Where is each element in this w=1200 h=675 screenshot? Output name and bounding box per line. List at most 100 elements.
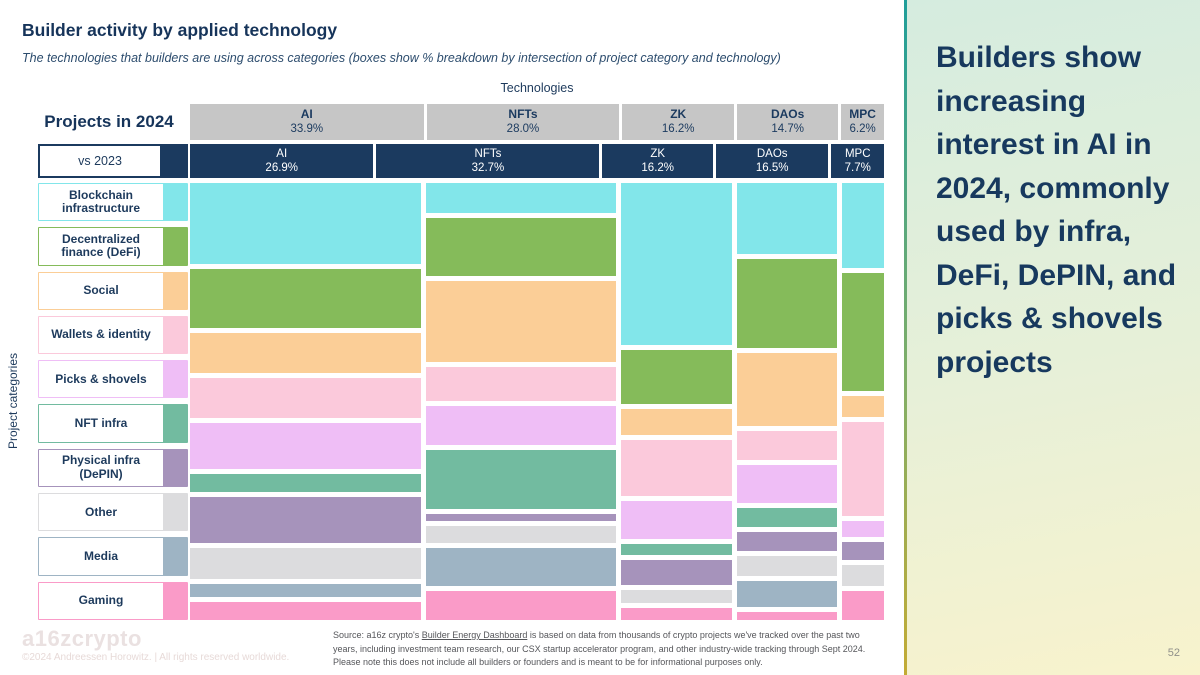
takeaway-panel: Builders show increasing interest in AI … bbox=[904, 0, 1200, 675]
category-label-wallets-identity: Wallets & identity bbox=[38, 315, 188, 355]
category-label-text: Picks & shovels bbox=[55, 371, 147, 386]
cell-zk-picks-shovels bbox=[621, 500, 732, 540]
technologies-axis-label: Technologies bbox=[500, 81, 574, 95]
copyright-text: ©2024 Andreessen Horowitz. | All rights … bbox=[22, 652, 290, 663]
cell-ai-blockchain-infrastructure bbox=[190, 183, 421, 264]
tech-2024-nfts: NFTs 28.0% bbox=[426, 104, 620, 140]
cell-nfts-physical-infra-depin bbox=[425, 513, 617, 522]
page-number: 52 bbox=[1167, 647, 1180, 659]
category-label-text: Decentralized finance (DeFi) bbox=[61, 232, 141, 260]
tech-2024-ai: AI 33.9% bbox=[190, 104, 424, 140]
mosaic-column-daos bbox=[736, 183, 837, 620]
category-color-swatch bbox=[163, 272, 187, 309]
category-color-swatch bbox=[163, 184, 187, 221]
builder-energy-dashboard-link[interactable]: Builder Energy Dashboard bbox=[421, 630, 528, 640]
mosaic-column-mpc bbox=[841, 183, 884, 620]
cell-daos-picks-shovels bbox=[736, 465, 837, 504]
mosaic-column-nfts bbox=[425, 183, 617, 621]
category-label-text: NFT infra bbox=[74, 415, 128, 430]
vs-2023-swatch bbox=[160, 146, 186, 176]
cell-zk-decentralized-finance-defi bbox=[621, 350, 732, 405]
a16zcrypto-logo: a16zcrypto bbox=[22, 626, 142, 651]
cell-nfts-decentralized-finance-defi bbox=[425, 217, 617, 276]
category-label-picks-shovels: Picks & shovels bbox=[38, 360, 188, 399]
tech-2024-zk: ZK 16.2% bbox=[622, 104, 735, 140]
cell-mpc-decentralized-finance-defi bbox=[841, 272, 884, 391]
category-color-swatch bbox=[163, 316, 187, 354]
cell-mpc-physical-infra-depin bbox=[841, 541, 884, 561]
tech-2023-mpc: MPC 7.7% bbox=[831, 144, 884, 178]
tech-2024-daos: DAOs 14.7% bbox=[737, 104, 839, 140]
category-color-swatch bbox=[163, 582, 187, 619]
tech-header-2023: AI 26.9% NFTs 32.7% ZK 16.2% DAOs 16.5% MPC 7.7% bbox=[190, 144, 884, 178]
category-label-physical-infra-depin: Physical infra (DePIN) bbox=[38, 448, 188, 488]
category-label-text: Other bbox=[84, 504, 117, 519]
category-color-swatch bbox=[163, 494, 187, 531]
tech-2024-mpc: MPC 6.2% bbox=[841, 104, 884, 140]
cell-nfts-picks-shovels bbox=[425, 405, 617, 445]
category-color-swatch bbox=[163, 538, 187, 575]
category-label-text: Media bbox=[83, 548, 118, 563]
cell-nfts-social bbox=[425, 280, 617, 363]
category-label-gaming: Gaming bbox=[38, 581, 188, 620]
source-suffix: is based on data from thousands of crypt… bbox=[333, 630, 866, 667]
tech-2023-zk: ZK 16.2% bbox=[602, 144, 713, 178]
category-label-blockchain-infrastructure: Blockchain infrastructure bbox=[38, 183, 188, 222]
cell-ai-picks-shovels bbox=[190, 422, 421, 469]
category-color-swatch bbox=[163, 405, 187, 442]
category-label-other: Other bbox=[38, 493, 188, 532]
category-label-nft-infra: NFT infra bbox=[38, 404, 188, 443]
cell-ai-nft-infra bbox=[190, 473, 421, 493]
cell-zk-blockchain-infrastructure bbox=[621, 183, 732, 346]
cell-nfts-wallets-identity bbox=[425, 367, 617, 401]
category-label-text: Gaming bbox=[78, 593, 124, 608]
projects-2024-label: Projects in 2024 bbox=[44, 112, 174, 131]
mosaic-column-ai bbox=[190, 183, 421, 620]
vs-2023-label-box: vs 2023 bbox=[38, 144, 188, 178]
cell-daos-other bbox=[736, 555, 837, 576]
cell-ai-other bbox=[190, 548, 421, 579]
cell-nfts-blockchain-infrastructure bbox=[425, 183, 617, 213]
tech-2023-daos: DAOs 16.5% bbox=[715, 144, 829, 178]
tech-2023-nfts: NFTs 32.7% bbox=[376, 144, 600, 178]
cell-nfts-gaming bbox=[425, 590, 617, 621]
source-note: Source: a16z crypto's Builder Energy Das… bbox=[333, 629, 885, 670]
category-labels-column: Blockchain infrastructure Decentralized f… bbox=[38, 183, 188, 620]
panel-gradient-edge bbox=[904, 0, 907, 675]
cell-nfts-media bbox=[425, 548, 617, 586]
source-prefix: Source: a16z crypto's bbox=[333, 630, 422, 640]
category-label-text: Physical infra (DePIN) bbox=[61, 453, 141, 481]
cell-mpc-wallets-identity bbox=[841, 421, 884, 516]
cell-ai-gaming bbox=[190, 601, 421, 620]
cell-daos-decentralized-finance-defi bbox=[736, 259, 837, 348]
vs-2023-label: vs 2023 bbox=[78, 154, 122, 168]
cell-zk-wallets-identity bbox=[621, 439, 732, 496]
category-label-media: Media bbox=[38, 537, 188, 576]
takeaway-text: Builders show increasing interest in AI … bbox=[936, 41, 1177, 379]
project-categories-axis: Project categories bbox=[4, 183, 22, 620]
category-label-text: Social bbox=[83, 283, 119, 298]
tech-header-2024: AI 33.9% NFTs 28.0% ZK 16.2% DAOs 14.7% MPC 6.2% bbox=[190, 104, 884, 140]
category-color-swatch bbox=[163, 449, 187, 487]
cell-zk-physical-infra-depin bbox=[621, 560, 732, 585]
mosaic-column-zk bbox=[621, 183, 732, 620]
category-label-decentralized-finance-defi: Decentralized finance (DeFi) bbox=[38, 227, 188, 266]
cell-ai-physical-infra-depin bbox=[190, 497, 421, 544]
cell-nfts-other bbox=[425, 526, 617, 544]
cell-daos-nft-infra bbox=[736, 508, 837, 528]
page-subtitle: The technologies that builders are using… bbox=[22, 51, 781, 65]
cell-ai-wallets-identity bbox=[190, 377, 421, 418]
cell-zk-social bbox=[621, 409, 732, 435]
cell-daos-media bbox=[736, 580, 837, 607]
cell-mpc-social bbox=[841, 395, 884, 417]
category-label-text: Wallets & identity bbox=[51, 327, 151, 342]
category-label-social: Social bbox=[38, 271, 188, 310]
project-categories-axis-label: Project categories bbox=[6, 353, 20, 450]
cell-daos-gaming bbox=[736, 611, 837, 620]
mosaic-grid bbox=[190, 183, 884, 621]
category-color-swatch bbox=[163, 228, 187, 265]
cell-zk-other bbox=[621, 589, 732, 603]
cell-nfts-nft-infra bbox=[425, 449, 617, 509]
cell-mpc-other bbox=[841, 565, 884, 587]
cell-daos-social bbox=[736, 352, 837, 427]
